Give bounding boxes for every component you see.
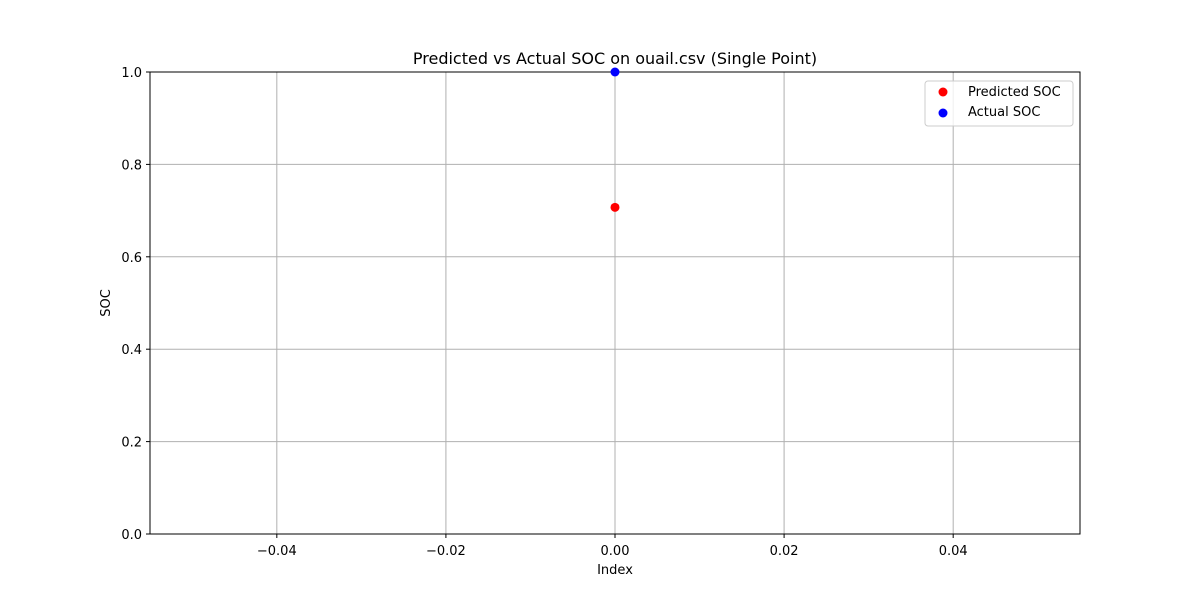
y-tick-label: 0.8 [121, 158, 142, 173]
y-tick-label: 1.0 [121, 66, 142, 81]
y-axis: 0.0 0.2 0.4 0.6 0.8 1.0 [121, 66, 150, 543]
predicted-soc-point [610, 202, 620, 212]
y-tick-label: 0.4 [121, 343, 142, 358]
x-tick-label: 0.04 [939, 544, 968, 559]
data-points [610, 67, 620, 212]
y-axis-label: SOC [99, 289, 114, 317]
y-tick-label: 0.0 [121, 528, 142, 543]
x-tick-label: −0.02 [426, 544, 466, 559]
chart-title: Predicted vs Actual SOC on ouail.csv (Si… [413, 49, 817, 68]
y-tick-label: 0.6 [121, 251, 142, 266]
legend-frame [924, 80, 1074, 127]
legend-label-predicted: Predicted SOC [968, 85, 1061, 100]
actual-soc-point [610, 67, 620, 77]
legend-marker-predicted [938, 87, 948, 97]
x-tick-label: −0.04 [257, 544, 297, 559]
grid [150, 71, 1080, 535]
legend-label-actual: Actual SOC [968, 105, 1040, 120]
x-axis: −0.04 −0.02 0.00 0.02 0.04 [257, 534, 968, 559]
x-axis-label: Index [597, 563, 633, 578]
legend-marker-actual [938, 108, 948, 118]
x-tick-label: 0.02 [770, 544, 799, 559]
y-tick-label: 0.2 [121, 436, 142, 451]
legend: Predicted SOC Actual SOC [924, 80, 1074, 127]
x-tick-label: 0.00 [601, 544, 630, 559]
